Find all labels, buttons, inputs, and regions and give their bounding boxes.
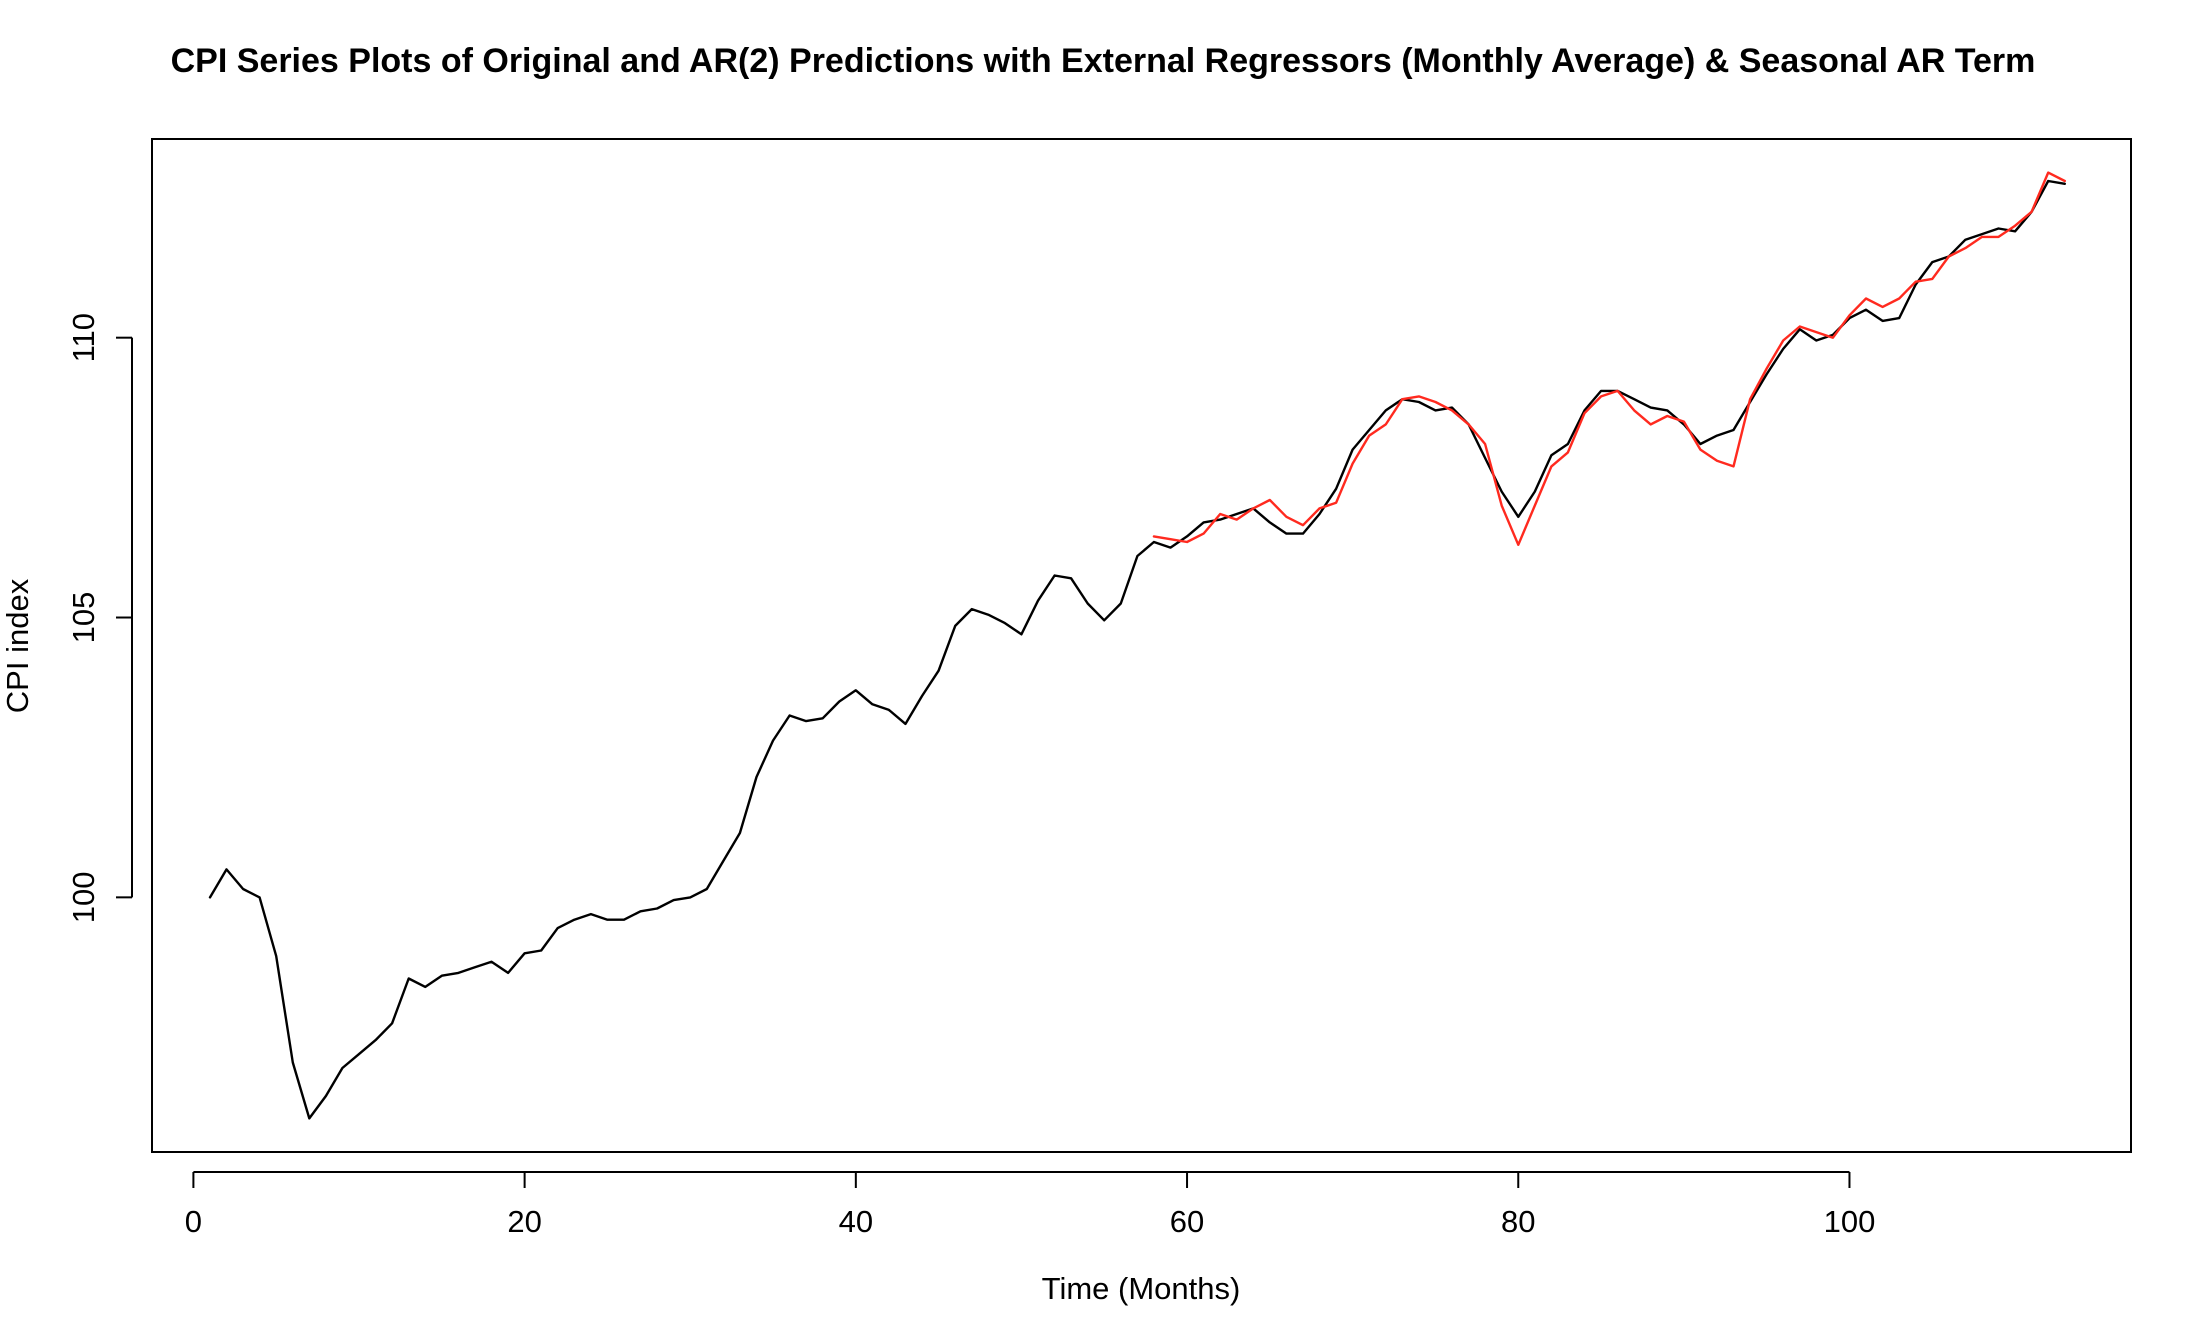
series-layer: [208, 171, 2067, 1120]
x-axis: 0 20 40 60 80 100: [185, 1171, 1876, 1239]
series-line-red: [1152, 171, 2067, 546]
plot-frame: [151, 138, 2132, 1153]
x-tick-label: 40: [839, 1204, 873, 1239]
y-tick-label: 100: [66, 871, 101, 923]
y-tick-label: 105: [66, 592, 101, 644]
x-tick-label: 20: [507, 1204, 541, 1239]
x-tick-label: 0: [185, 1204, 202, 1239]
chart-title: CPI Series Plots of Original and AR(2) P…: [171, 42, 2036, 80]
y-axis-label: CPI index: [0, 578, 35, 713]
y-tick-label: 110: [66, 313, 101, 362]
x-axis-label: Time (Months): [1042, 1271, 1241, 1306]
series-line-black: [208, 179, 2067, 1120]
y-axis: 100 105 110: [66, 313, 133, 923]
x-tick-label: 60: [1170, 1204, 1204, 1239]
x-tick-label: 80: [1501, 1204, 1535, 1239]
x-tick-label: 100: [1824, 1204, 1876, 1239]
